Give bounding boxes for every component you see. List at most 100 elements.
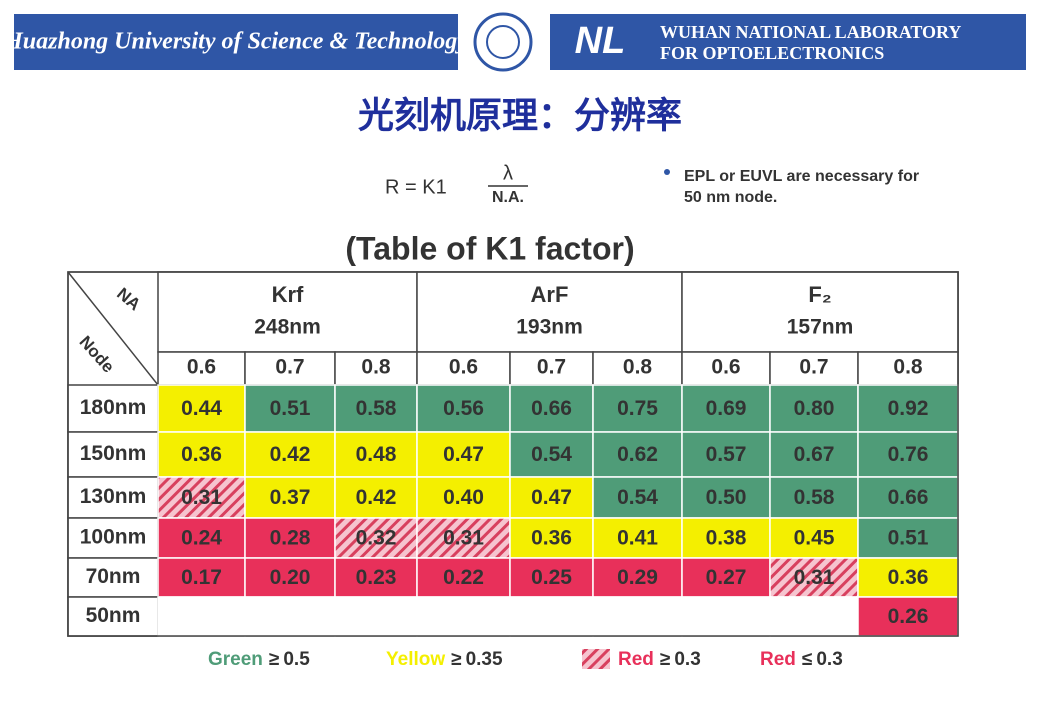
k1-value: 0.31	[443, 527, 484, 550]
legend-op: ≥	[269, 649, 279, 670]
na-cell	[681, 351, 771, 386]
legend-threshold: 0.3	[674, 649, 700, 670]
k1-value: 0.22	[443, 566, 484, 589]
k1-value: 0.80	[794, 397, 835, 420]
legend-op: ≤	[802, 649, 812, 670]
k1-value: 0.51	[270, 397, 311, 420]
k1-cell	[769, 557, 859, 598]
k1-cell	[592, 384, 683, 433]
k1-cell	[416, 557, 511, 598]
k1-cell	[857, 557, 959, 598]
k1-value: 0.58	[794, 486, 835, 509]
k1-value: 0.54	[531, 443, 572, 466]
k1-cell	[334, 596, 418, 637]
k1-value: 0.41	[617, 527, 658, 550]
legend-op: ≥	[451, 649, 461, 670]
legend-item: Red ≤0.3	[760, 649, 843, 670]
legend-name: Green	[208, 649, 263, 670]
na-value: 0.8	[623, 356, 653, 379]
formula-lhs: R = K1	[385, 176, 447, 198]
k1-value: 0.36	[531, 527, 572, 550]
university-logo	[473, 12, 533, 72]
k1-value: 0.47	[443, 443, 484, 466]
legend-label: Green ≥0.5	[208, 649, 310, 670]
k1-cell	[769, 384, 859, 433]
k1-cell	[769, 517, 859, 559]
k1-cell	[334, 517, 418, 559]
k1-cell	[857, 431, 959, 478]
group-wavelength: 248nm	[254, 316, 321, 339]
lab-logo: NL	[575, 20, 626, 62]
k1-cell	[769, 596, 859, 637]
k1-value: 0.66	[531, 397, 572, 420]
k1-cell	[857, 596, 959, 637]
k1-value: 0.17	[181, 566, 222, 589]
k1-cell	[416, 596, 511, 637]
na-value: 0.8	[361, 356, 391, 379]
na-cell	[509, 351, 594, 386]
legend-name: Red	[760, 649, 796, 670]
legend-item: Yellow ≥0.35	[386, 649, 503, 670]
k1-value: 0.31	[794, 566, 835, 589]
legend: Green ≥0.5 Yellow ≥0.35 Red ≥0.3 Red ≤0.3	[208, 649, 843, 670]
legend-threshold: 0.35	[466, 649, 503, 670]
k1-value: 0.23	[356, 566, 397, 589]
group-name: F₂	[808, 282, 831, 307]
lab-name: WUHAN NATIONAL LABORATORY	[660, 22, 961, 42]
k1-cell	[857, 384, 959, 433]
na-cell	[592, 351, 683, 386]
legend-swatch	[582, 649, 610, 669]
university-name: Huazhong University of Science & Technol…	[3, 29, 468, 55]
na-value: 0.6	[187, 356, 216, 379]
k1-value: 0.20	[270, 566, 311, 589]
k1-value: 0.66	[888, 486, 929, 509]
k1-cell	[769, 431, 859, 478]
k1-value: 0.75	[617, 397, 658, 420]
legend-item: Green ≥0.5	[208, 649, 310, 670]
legend-name: Yellow	[386, 649, 445, 670]
k1-value: 0.24	[181, 527, 222, 550]
group-cell	[157, 271, 418, 353]
k1-cell	[157, 431, 246, 478]
node-cell	[67, 517, 159, 559]
bullet	[664, 169, 670, 175]
formula-denominator: N.A.	[492, 189, 524, 206]
k1-value: 0.25	[531, 566, 572, 589]
k1-value: 0.69	[706, 397, 747, 420]
legend-name: Red	[618, 649, 654, 670]
k1-value: 0.45	[794, 527, 835, 550]
node-label: 70nm	[86, 565, 141, 588]
table-title: (Table of K1 factor)	[345, 230, 634, 266]
k1-value: 0.42	[270, 443, 311, 466]
k1-value: 0.51	[888, 527, 929, 550]
k1-cell	[157, 557, 246, 598]
k1-value: 0.42	[356, 486, 397, 509]
group-cell	[681, 271, 959, 353]
k1-value: 0.44	[181, 397, 222, 420]
k1-cell	[592, 596, 683, 637]
k1-cell	[416, 517, 511, 559]
k1-cell	[244, 596, 336, 637]
university-banner	[14, 14, 458, 70]
k1-cell	[681, 596, 771, 637]
node-label: 150nm	[80, 442, 147, 465]
node-label: 180nm	[80, 396, 147, 419]
na-value: 0.7	[275, 356, 304, 379]
formula-numerator: λ	[503, 162, 513, 184]
k1-cell	[509, 517, 594, 559]
group-name: ArF	[531, 282, 569, 307]
legend-op: ≥	[660, 649, 670, 670]
legend-item: Red ≥0.3	[582, 649, 701, 670]
group-wavelength: 157nm	[787, 316, 854, 339]
k1-value: 0.76	[888, 443, 929, 466]
node-label: 50nm	[86, 604, 141, 627]
k1-value: 0.37	[270, 486, 311, 509]
k1-value: 0.54	[617, 486, 658, 509]
k1-value: 0.56	[443, 397, 484, 420]
na-cell	[244, 351, 336, 386]
k1-value: 0.62	[617, 443, 658, 466]
na-value: 0.8	[893, 356, 923, 379]
note: 50 nm node.	[684, 189, 777, 206]
